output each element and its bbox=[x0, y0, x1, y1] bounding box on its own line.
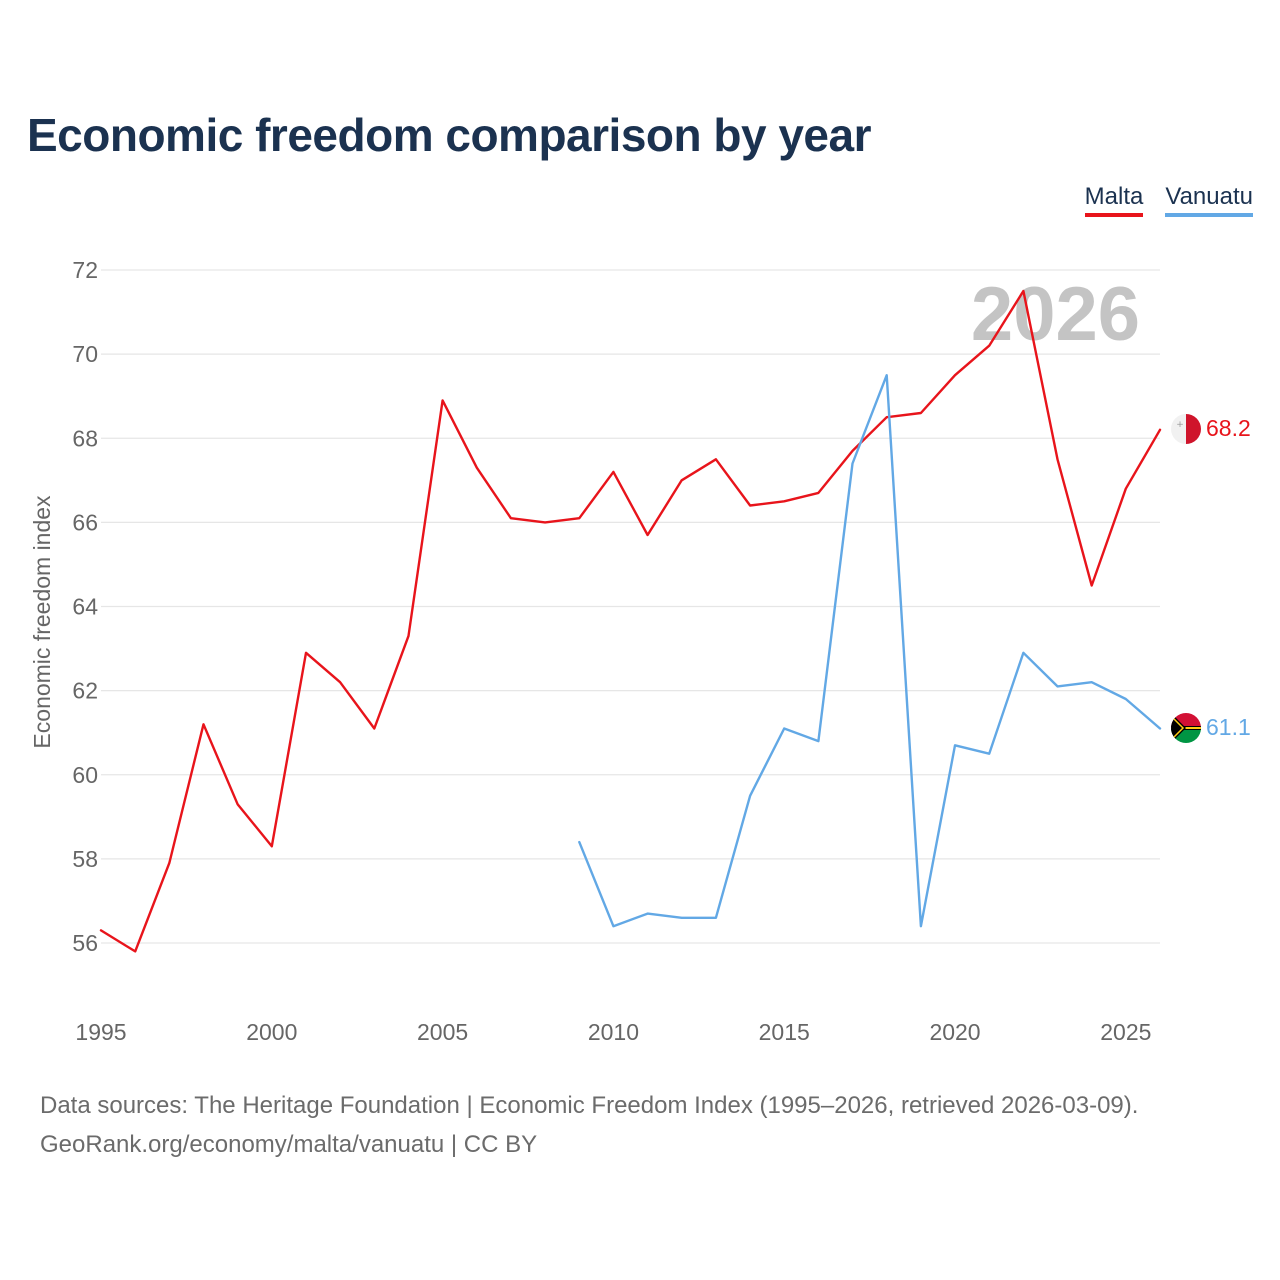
y-tick-label: 70 bbox=[72, 341, 98, 367]
x-tick-label: 1995 bbox=[75, 1019, 126, 1045]
x-axis-ticks: 1995 2000 2005 2010 2015 2020 2025 bbox=[75, 1019, 1151, 1045]
y-tick-label: 60 bbox=[72, 762, 98, 788]
legend-item-malta[interactable]: Malta bbox=[1084, 183, 1144, 217]
source-note: Data sources: The Heritage Foundation | … bbox=[40, 1086, 1138, 1164]
x-tick-label: 2010 bbox=[588, 1019, 639, 1045]
y-tick-label: 68 bbox=[72, 425, 98, 451]
series-lines bbox=[99, 289, 1162, 953]
y-tick-label: 58 bbox=[72, 846, 98, 872]
x-tick-label: 2015 bbox=[759, 1019, 810, 1045]
x-tick-label: 2020 bbox=[929, 1019, 980, 1045]
y-tick-label: 62 bbox=[72, 678, 98, 704]
legend-item-vanuatu[interactable]: Vanuatu bbox=[1165, 183, 1253, 217]
grid-lines bbox=[101, 269, 1160, 944]
malta-end-value: 68.2 bbox=[1206, 415, 1251, 441]
malta-flag-icon: + bbox=[1171, 414, 1201, 444]
source-line: Data sources: The Heritage Foundation | … bbox=[40, 1092, 1139, 1119]
y-tick-label: 56 bbox=[72, 930, 98, 956]
x-tick-label: 2005 bbox=[417, 1019, 468, 1045]
y-tick-label: 64 bbox=[72, 594, 98, 620]
legend: Malta Vanuatu bbox=[1084, 183, 1253, 217]
svg-text:+: + bbox=[1176, 420, 1184, 430]
series-line-malta bbox=[99, 289, 1162, 953]
x-tick-label: 2000 bbox=[246, 1019, 297, 1045]
chart-title: Economic freedom comparison by year bbox=[27, 109, 872, 161]
vanuatu-end-value: 61.1 bbox=[1206, 714, 1251, 740]
y-tick-label: 66 bbox=[72, 509, 98, 535]
vanuatu-flag-icon bbox=[1171, 713, 1201, 743]
y-tick-label: 72 bbox=[72, 257, 98, 283]
y-axis-ticks: 56 58 60 62 64 66 68 70 72 bbox=[72, 257, 98, 956]
series-line-vanuatu bbox=[578, 374, 1162, 928]
credit-line[interactable]: GeoRank.org/economy/malta/vanuatu | CC B… bbox=[40, 1131, 538, 1158]
y-axis-label: Economic freedom index bbox=[29, 495, 55, 749]
year-watermark: 2026 bbox=[971, 272, 1140, 357]
x-tick-label: 2025 bbox=[1100, 1019, 1151, 1045]
